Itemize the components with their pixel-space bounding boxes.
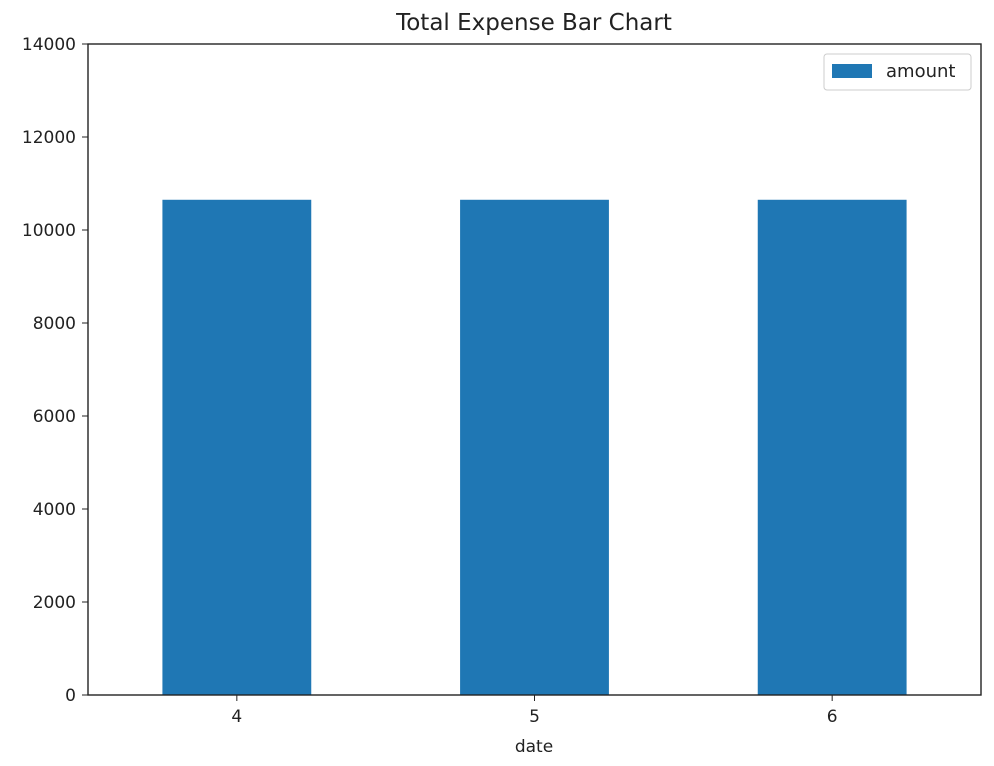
y-tick-label: 10000 (22, 221, 76, 241)
y-tick-label: 8000 (33, 314, 76, 334)
bars-group (162, 199, 907, 695)
bar-6 (757, 199, 907, 695)
bar-4 (162, 199, 312, 695)
x-axis-label: date (515, 737, 553, 757)
y-tick-label: 0 (65, 686, 76, 706)
x-axis-ticks: 4 5 6 (231, 695, 838, 727)
y-tick-label: 6000 (33, 407, 76, 427)
x-tick-label: 5 (529, 707, 540, 727)
x-tick-label: 6 (827, 707, 838, 727)
bar-5 (460, 199, 609, 695)
x-tick-label: 4 (231, 707, 242, 727)
plot-frame (87, 43, 982, 696)
y-tick-label: 12000 (22, 128, 76, 148)
y-tick-label: 4000 (33, 500, 76, 520)
legend-swatch (832, 64, 872, 78)
legend: amount (823, 53, 972, 91)
legend-label: amount (886, 61, 955, 82)
y-tick-label: 2000 (33, 593, 76, 613)
legend-frame (823, 53, 972, 91)
y-axis-ticks: 0 2000 4000 6000 8000 10000 12000 14000 (22, 35, 88, 706)
chart-title: Total Expense Bar Chart (395, 10, 672, 36)
y-tick-label: 14000 (22, 35, 76, 55)
